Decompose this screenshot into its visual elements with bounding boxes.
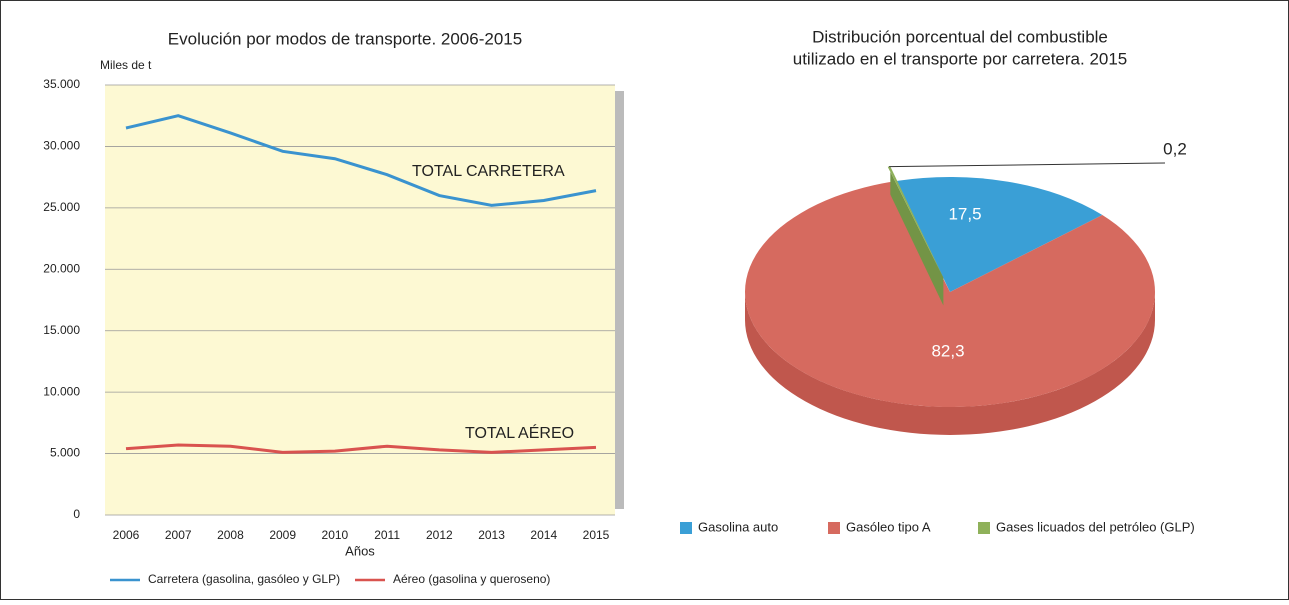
x-tick-label: 2011 xyxy=(374,528,400,542)
annotation: TOTAL AÉREO xyxy=(465,423,574,442)
pie-slice xyxy=(896,176,1103,292)
chart-title: utilizado en el transporte por carretera… xyxy=(793,49,1128,68)
x-tick-label: 2010 xyxy=(322,528,349,542)
legend-label: Gasóleo tipo A xyxy=(846,519,931,534)
y-tick-label: 0 xyxy=(73,507,80,521)
x-tick-label: 2006 xyxy=(113,528,140,542)
pie-slice xyxy=(745,181,1155,407)
pie-slice-side xyxy=(887,166,944,306)
x-tick-label: 2007 xyxy=(165,528,192,542)
x-tick-label: 2014 xyxy=(530,528,557,542)
value-label: 0,2 xyxy=(1163,139,1187,158)
series-line xyxy=(125,114,597,207)
legend-swatch xyxy=(828,522,840,534)
chart-title: Evolución por modos de transporte. 2006-… xyxy=(168,29,522,48)
x-tick-label: 2009 xyxy=(269,528,296,542)
x-tick-label: 2012 xyxy=(426,528,453,542)
pie-side xyxy=(745,292,1155,435)
y-tick-label: 25.000 xyxy=(43,200,80,214)
y-tick-label: 35.000 xyxy=(43,77,80,91)
y-tick-label: 5.000 xyxy=(50,446,80,460)
y-axis-label: Miles de t xyxy=(100,58,152,72)
x-tick-label: 2015 xyxy=(583,528,610,542)
value-label: 17,5 xyxy=(948,204,981,223)
chart-title: Distribución porcentual del combustible xyxy=(812,27,1108,46)
y-tick-label: 20.000 xyxy=(43,261,80,275)
y-tick-label: 10.000 xyxy=(43,384,80,398)
x-axis-label: Años xyxy=(345,543,375,558)
y-tick-label: 30.000 xyxy=(43,139,80,153)
legend-label: Carretera (gasolina, gasóleo y GLP) xyxy=(148,572,340,586)
x-tick-label: 2008 xyxy=(217,528,244,542)
legend-swatch xyxy=(978,522,990,534)
plot-area xyxy=(105,85,615,515)
leader-line xyxy=(889,162,1166,168)
legend-swatch xyxy=(680,522,692,534)
pie-slice xyxy=(887,166,944,278)
legend-label: Gases licuados del petróleo (GLP) xyxy=(996,519,1195,534)
value-label: 82,3 xyxy=(931,341,964,360)
annotation: TOTAL CARRETERA xyxy=(412,163,565,180)
series-line xyxy=(125,443,597,454)
legend-label: Gasolina auto xyxy=(698,519,778,534)
y-tick-label: 15.000 xyxy=(43,323,80,337)
x-tick-label: 2013 xyxy=(478,528,505,542)
legend-label: Aéreo (gasolina y queroseno) xyxy=(393,572,550,586)
